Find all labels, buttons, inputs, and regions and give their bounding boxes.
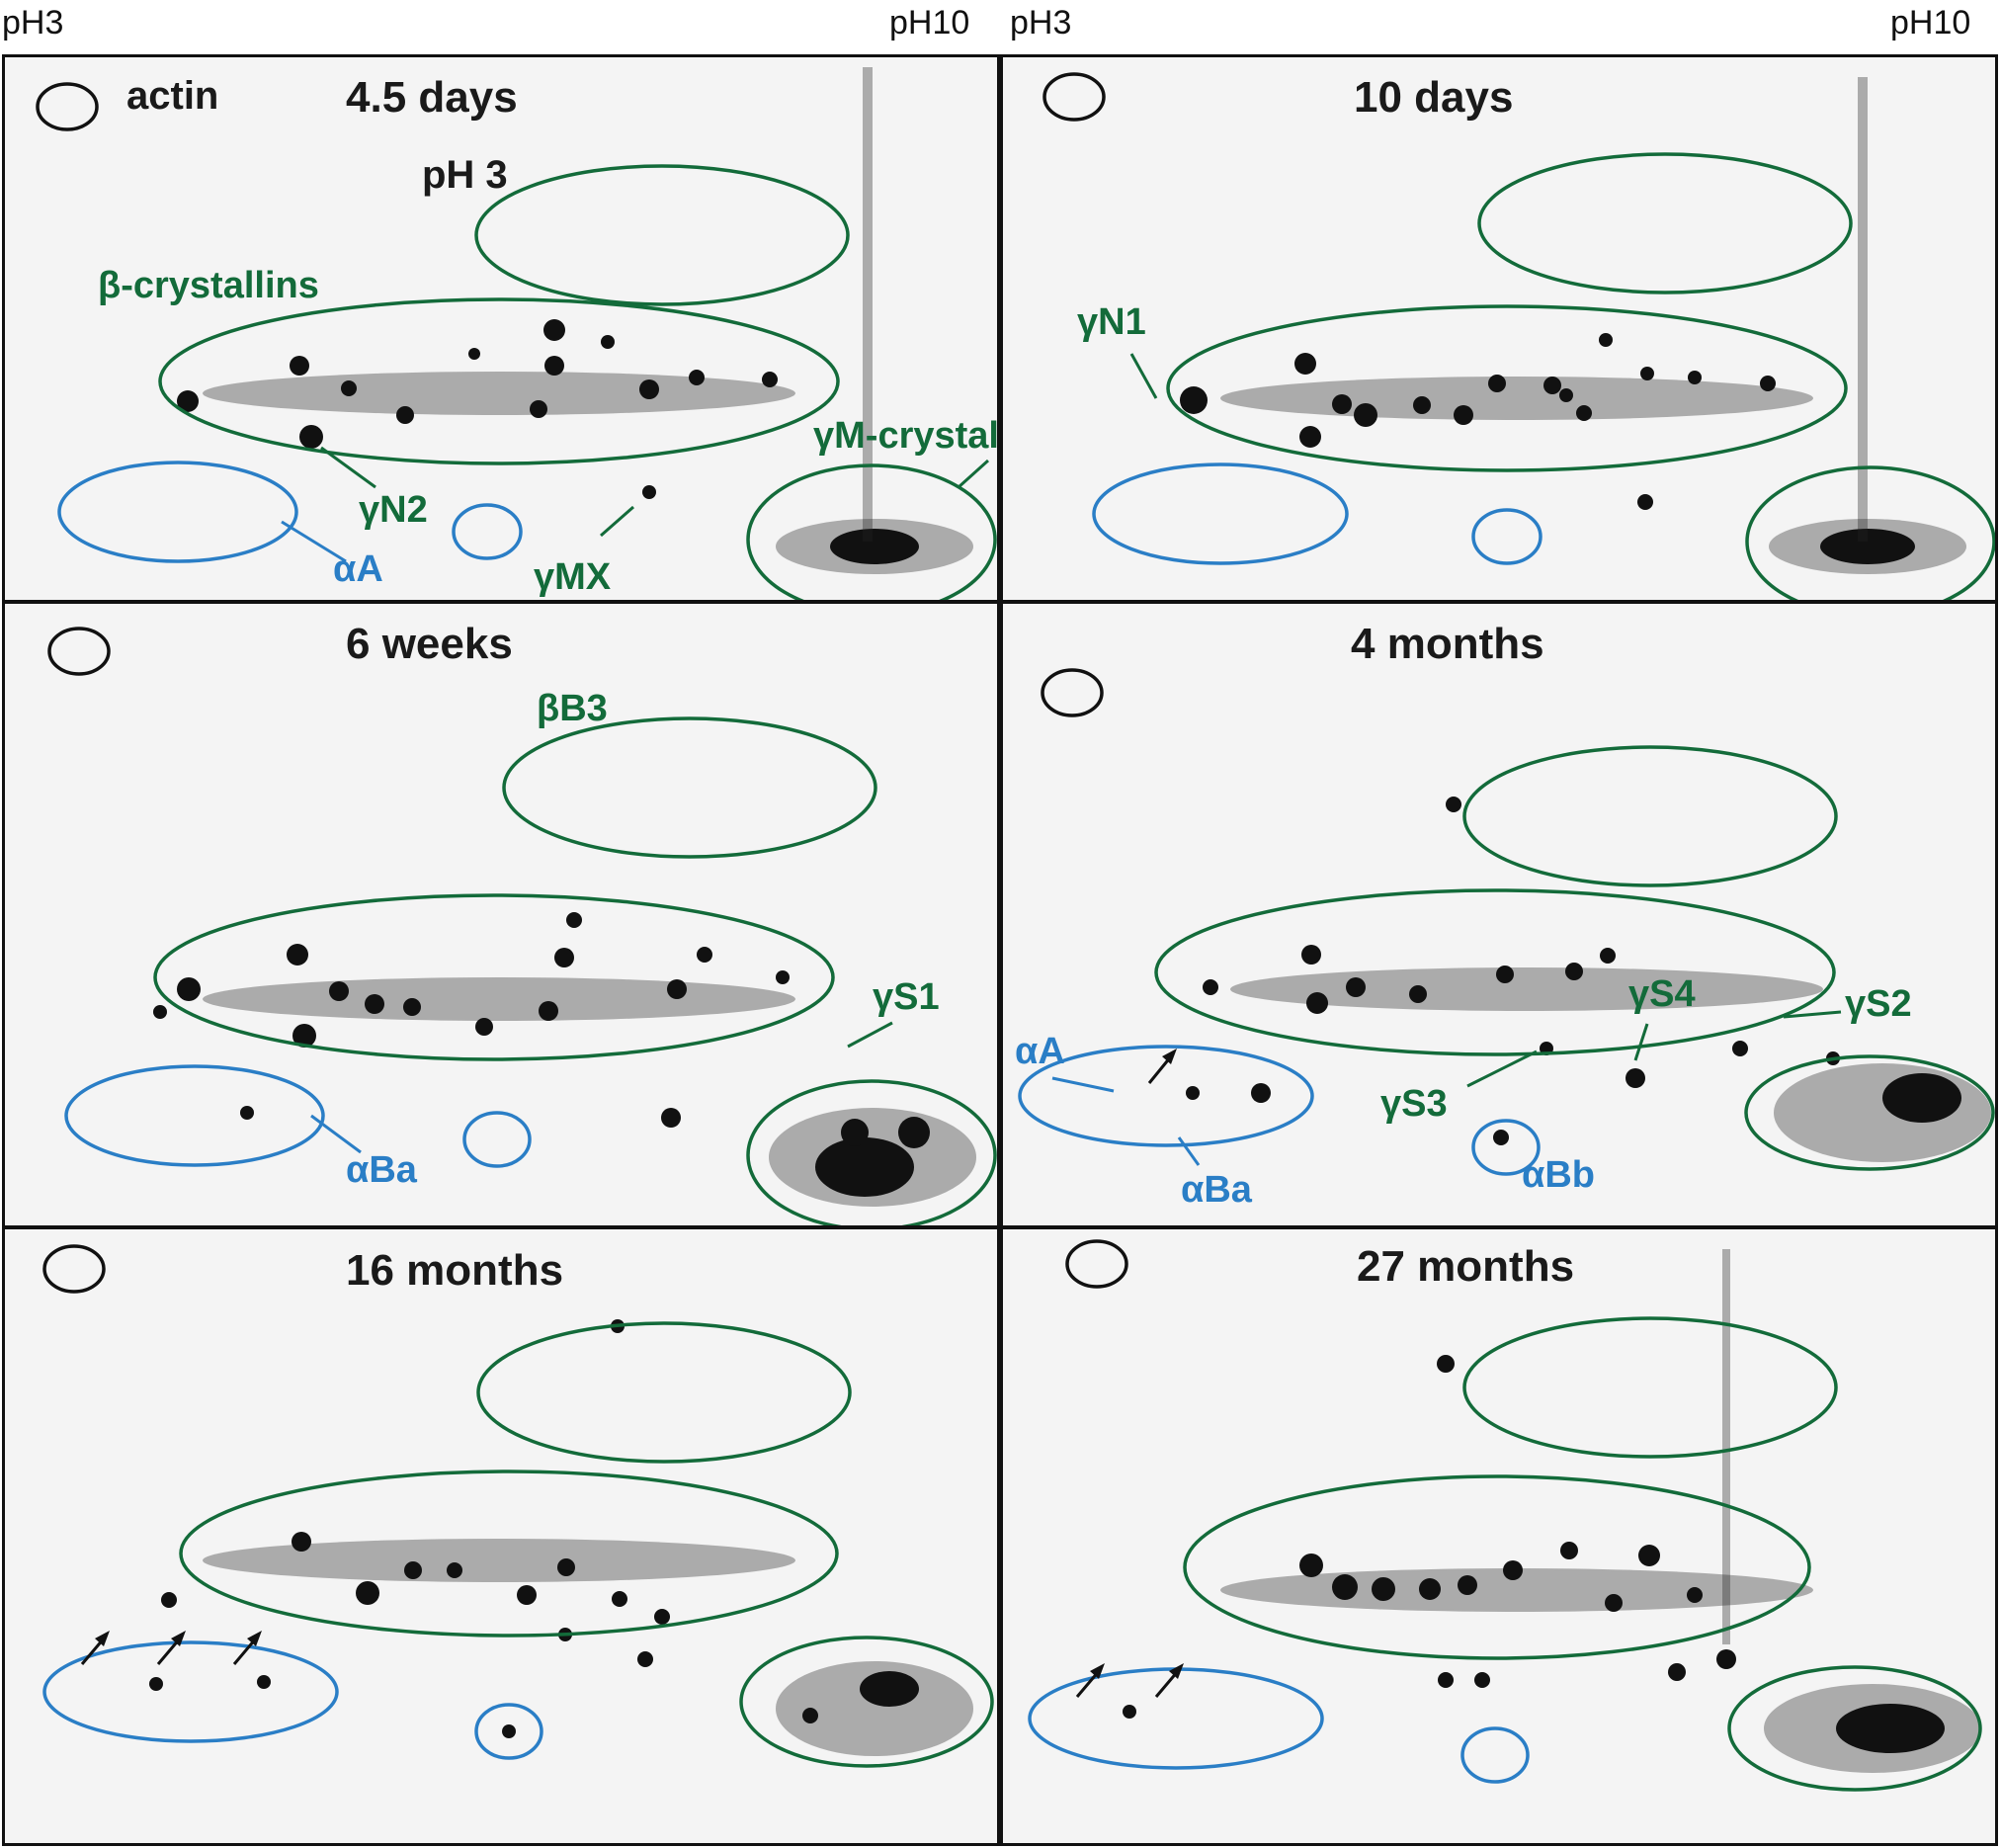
upper-crystallin-ellipse <box>1462 745 1838 887</box>
upper-crystallin-ellipse <box>476 1321 852 1464</box>
alpha-a-ellipse <box>1092 462 1349 565</box>
gel-panel-10-days: 10 days γN1 <box>1000 54 1998 603</box>
panel-title: 4.5 days <box>346 73 518 122</box>
arrow-icon <box>1075 1663 1184 1698</box>
gamma-n1-leader <box>1129 353 1158 399</box>
beta-crystallin-ellipse <box>1183 1474 1811 1660</box>
alpha-a-ellipse <box>1018 1045 1314 1147</box>
protein-spots <box>1180 77 1966 574</box>
alpha-a-ellipse <box>57 461 298 563</box>
alpha-a-ellipse <box>1028 1667 1324 1770</box>
gel-panel-4-months: 4 months αA αBa αBb γS2 γS3 γS4 <box>1000 601 1998 1228</box>
alpha-a-leader <box>1051 1076 1115 1093</box>
upper-crystallin-ellipse <box>474 164 850 306</box>
beta-crystallin-ellipse <box>1154 888 1836 1056</box>
panel-title: 27 months <box>1357 1242 1574 1291</box>
gamma-s4-leader <box>1633 1023 1649 1061</box>
ph10-label-left: pH10 <box>889 4 970 42</box>
actin-marker-ellipse <box>47 627 111 676</box>
gel-panel-6-weeks: 6 weeks βB3 γS1 αBa <box>2 601 1000 1228</box>
alpha-b-ellipse <box>452 503 523 560</box>
ph3-gel-label: pH 3 <box>422 153 508 197</box>
alpha-a-leader <box>281 520 347 563</box>
beta-crystallin-ellipse <box>1166 304 1848 472</box>
protein-spots <box>177 67 973 574</box>
upper-crystallin-ellipse <box>1462 1316 1838 1459</box>
gamma-s-crystallin-ellipse <box>739 1636 994 1768</box>
alpha-b-ellipse <box>1471 508 1542 565</box>
actin-marker-ellipse <box>1042 72 1106 122</box>
beta-b3-label: βB3 <box>537 688 608 729</box>
panel-title: 6 weeks <box>346 620 513 668</box>
alpha-b-ellipse <box>1460 1726 1530 1784</box>
gamma-m-crystallin-ellipse <box>1745 465 1995 600</box>
panel-title: 4 months <box>1351 620 1544 668</box>
gamma-s1-leader <box>847 1021 893 1049</box>
beta-crystallin-ellipse <box>153 893 835 1061</box>
alpha-ba-leader <box>310 1114 362 1154</box>
gamma-s2-leader <box>1783 1010 1842 1019</box>
alpha-bb-label: αBb <box>1522 1154 1595 1196</box>
gamma-n2-label: γN2 <box>359 489 428 531</box>
alpha-b-ellipse <box>462 1111 532 1168</box>
protein-spots <box>1186 797 1991 1162</box>
arrow-icon <box>80 1631 262 1665</box>
alpha-a-label: αA <box>333 548 383 590</box>
protein-spots <box>149 1319 973 1756</box>
gamma-s1-label: γS1 <box>873 976 940 1018</box>
actin-label: actin <box>126 74 218 118</box>
beta-crystallin-ellipse <box>158 297 840 465</box>
ph10-label-right: pH10 <box>1890 4 1971 42</box>
actin-marker-ellipse <box>36 82 99 131</box>
alpha-b-ellipse <box>1471 1119 1541 1176</box>
protein-spots <box>1123 1249 1981 1773</box>
gamma-s-crystallin-ellipse <box>1727 1665 1982 1792</box>
gamma-s4-label: γS4 <box>1628 973 1696 1015</box>
upper-crystallin-ellipse <box>502 716 877 859</box>
beta-crystallin-ellipse <box>179 1470 839 1638</box>
alpha-ba-label: αBa <box>1181 1169 1253 1211</box>
gel-panel-27-months: 27 months <box>1000 1226 1998 1846</box>
alpha-ba-label: αBa <box>346 1149 418 1191</box>
gamma-m-crystallins-label: γM-crystallins <box>813 415 1000 457</box>
gamma-s2-label: γS2 <box>1845 983 1912 1025</box>
beta-crystallins-label: β-crystallins <box>98 265 319 306</box>
ph3-label-right: pH3 <box>1010 4 1072 42</box>
actin-marker-ellipse <box>1065 1239 1128 1289</box>
actin-marker-ellipse <box>1041 668 1104 717</box>
gamma-m-leader <box>957 459 990 489</box>
gel-panel-4-5-days: 4.5 days actin pH 3 β-crystallins γM-cry… <box>2 54 1000 603</box>
panel-title: 16 months <box>346 1246 563 1295</box>
alpha-a-label: αA <box>1015 1031 1065 1072</box>
alpha-b-ellipse <box>474 1703 543 1760</box>
gamma-s-crystallin-ellipse <box>1744 1054 1995 1171</box>
gamma-mx-label: γMX <box>534 556 612 598</box>
gamma-s3-leader <box>1466 1050 1538 1088</box>
gamma-n2-leader <box>320 446 376 489</box>
gamma-n1-label: γN1 <box>1077 301 1146 343</box>
gel-panel-16-months: 16 months <box>2 1226 1000 1846</box>
alpha-ba-leader <box>1177 1136 1201 1166</box>
protein-spots <box>153 912 976 1207</box>
actin-marker-ellipse <box>42 1244 106 1294</box>
panel-title: 10 days <box>1354 73 1513 122</box>
gamma-s-crystallin-ellipse <box>746 1079 997 1225</box>
upper-crystallin-ellipse <box>1477 152 1853 294</box>
arrow-head-icon <box>1162 1049 1177 1064</box>
alpha-a-ellipse <box>64 1064 325 1167</box>
alpha-a-ellipse <box>42 1640 339 1743</box>
gamma-mx-leader <box>600 505 634 538</box>
gamma-s3-label: γS3 <box>1380 1083 1448 1125</box>
ph3-label-left: pH3 <box>2 4 64 42</box>
gamma-m-crystallin-ellipse <box>746 463 997 600</box>
